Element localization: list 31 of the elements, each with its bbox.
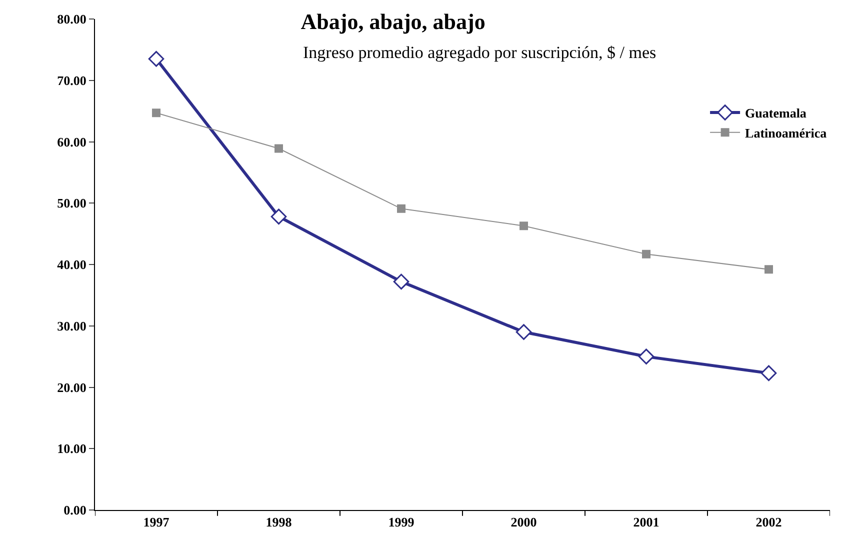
point — [764, 265, 773, 274]
x-tick-label: 2000 — [510, 514, 537, 530]
y-tick-label: 80.00 — [57, 12, 86, 27]
y-tick-label: 10.00 — [57, 441, 86, 456]
point — [393, 274, 410, 290]
point — [642, 250, 650, 258]
y-tick-label: 20.00 — [57, 380, 86, 395]
y-tick-label: 50.00 — [57, 196, 86, 211]
legend-label: Latinoamérica — [745, 125, 828, 140]
point — [152, 108, 160, 118]
y-tick-label: 60.00 — [57, 134, 86, 150]
point — [760, 365, 777, 382]
point — [270, 208, 287, 225]
point — [274, 144, 283, 153]
chart-title: Abajo, abajo, abajo — [300, 8, 486, 34]
x-tick-label: 1997 — [143, 514, 170, 530]
x-tick-label: 1998 — [266, 514, 292, 530]
text: Ingreso promedio agregado por suscripción, $ / mes — [303, 43, 656, 62]
point — [516, 324, 532, 340]
legend-label: Guatemala — [745, 106, 807, 121]
point — [638, 348, 654, 364]
y-tick-label: 40.00 — [57, 257, 86, 272]
y-tick-label: 0.00 — [64, 502, 86, 518]
x-tick-label: 2001 — [633, 514, 660, 530]
x-tick-label: 2002 — [756, 514, 782, 530]
point — [520, 222, 528, 230]
point — [397, 204, 406, 213]
x-tick-label: 1999 — [388, 514, 415, 530]
y-tick-label: 30.00 — [57, 318, 86, 334]
y-tick-label: 70.00 — [57, 72, 86, 88]
point — [148, 50, 164, 67]
